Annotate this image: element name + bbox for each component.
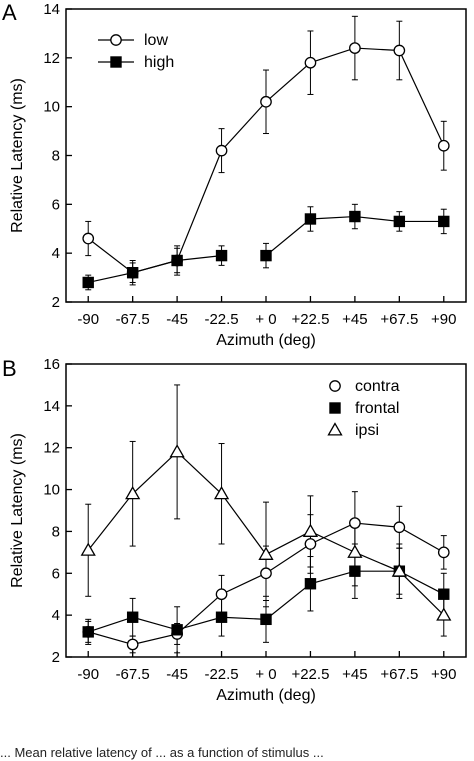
y-tick-label: 16 (43, 356, 60, 373)
data-point-high (393, 215, 406, 228)
x-tick-label: -45 (166, 311, 188, 328)
data-point-frontal (215, 611, 228, 623)
legend-marker-high (110, 56, 122, 68)
legend-marker-contra (329, 380, 341, 392)
y-tick-label: 12 (43, 440, 60, 457)
data-point-ipsi (125, 485, 141, 500)
data-point-ipsi (391, 563, 407, 577)
x-tick-label: -45 (166, 666, 188, 683)
legend-label-low: low (144, 32, 168, 49)
legend-marker-frontal (329, 402, 341, 414)
x-tick-label: -67.5 (116, 666, 150, 683)
panel-letter: A (2, 0, 17, 25)
y-tick-label: 10 (43, 482, 60, 499)
y-tick-label: 2 (52, 294, 60, 311)
data-point-ipsi (436, 607, 452, 621)
x-tick-label: +67.5 (380, 666, 418, 683)
data-point-frontal (260, 613, 272, 626)
y-tick-label: 2 (52, 649, 60, 666)
data-point-contra (126, 638, 139, 651)
data-point-frontal (82, 626, 94, 638)
data-point-low (82, 232, 95, 245)
data-point-frontal (126, 611, 139, 623)
x-tick-label: -90 (77, 311, 99, 328)
data-point-ipsi (80, 542, 96, 556)
data-point-contra (215, 588, 228, 601)
x-axis-label: Azimuth (deg) (216, 332, 316, 349)
panel-b: 2 4 6 8 10 12 14 16 -90 -67.5 -45 -22.5 + 0 +22.5 +45 +… (2, 356, 467, 704)
series-line-high (88, 255, 222, 284)
y-tick-label: 10 (43, 99, 60, 116)
data-point-ipsi (258, 546, 274, 560)
x-tick-label: +67.5 (380, 311, 418, 328)
data-point-ipsi (347, 544, 363, 558)
data-point-high (438, 215, 450, 228)
x-tick-label: +22.5 (291, 311, 329, 328)
data-point-contra (393, 521, 406, 534)
y-tick-label: 4 (52, 607, 60, 624)
x-tick-label: + 0 (255, 311, 276, 328)
y-tick-label: 8 (52, 523, 60, 540)
data-point-ipsi (302, 523, 319, 537)
data-point-high (260, 249, 272, 262)
x-tick-label: +45 (342, 311, 367, 328)
legend-label-high: high (144, 54, 174, 71)
y-axis-label: Relative Latency (ms) (9, 433, 26, 588)
caption-fragment: ... Mean relative latency of ... as a fu… (0, 745, 324, 760)
y-tick-label: 6 (52, 196, 60, 213)
y-axis-label: Relative Latency (ms) (9, 78, 26, 233)
data-point-low (393, 44, 406, 57)
panel-a: 2 4 6 8 10 12 14 -90 -67.5 -45 -22.5 + 0 +22.5 +45 +67… (2, 0, 467, 349)
data-point-frontal (304, 578, 317, 590)
y-tick-label: 8 (52, 148, 60, 165)
data-point-contra (437, 546, 450, 559)
data-point-ipsi (213, 485, 230, 500)
data-point-frontal (171, 624, 183, 636)
data-point-low (304, 56, 317, 69)
data-point-high (215, 249, 228, 262)
x-tick-label: +90 (431, 666, 456, 683)
data-point-high (304, 213, 317, 225)
data-point-low (260, 95, 272, 108)
x-axis-label: Azimuth (deg) (216, 687, 316, 704)
x-tick-label: + 0 (255, 666, 276, 683)
x-tick-label: -90 (77, 666, 99, 683)
legend-label-frontal: frontal (355, 400, 399, 417)
data-point-contra (349, 517, 361, 529)
data-point-low (349, 42, 361, 54)
x-tick-label: +22.5 (291, 666, 329, 683)
data-point-high (126, 267, 139, 279)
data-point-frontal (349, 565, 361, 577)
x-tick-label: -67.5 (116, 311, 150, 328)
x-tick-label: -22.5 (204, 311, 238, 328)
x-tick-label: -22.5 (204, 666, 238, 683)
x-tick-label: +45 (342, 666, 367, 683)
y-tick-label: 14 (43, 1, 60, 18)
legend-marker-ipsi (327, 422, 343, 436)
legend-marker-low (110, 34, 122, 46)
data-point-frontal (438, 588, 450, 600)
y-tick-label: 14 (43, 398, 60, 415)
y-tick-label: 12 (43, 50, 60, 67)
data-point-high (349, 210, 361, 223)
panel-letter: B (2, 356, 17, 381)
data-point-low (215, 144, 228, 157)
data-point-contra (304, 538, 317, 550)
data-point-contra (260, 567, 272, 580)
x-tick-label: +90 (431, 311, 456, 328)
data-point-high (171, 254, 183, 267)
legend-label-contra: contra (355, 378, 400, 395)
y-tick-label: 6 (52, 565, 60, 582)
legend-label-ipsi: ipsi (355, 422, 379, 439)
data-point-high (82, 276, 94, 289)
y-tick-label: 4 (52, 245, 60, 262)
data-point-ipsi (169, 444, 185, 458)
data-point-low (437, 139, 450, 152)
